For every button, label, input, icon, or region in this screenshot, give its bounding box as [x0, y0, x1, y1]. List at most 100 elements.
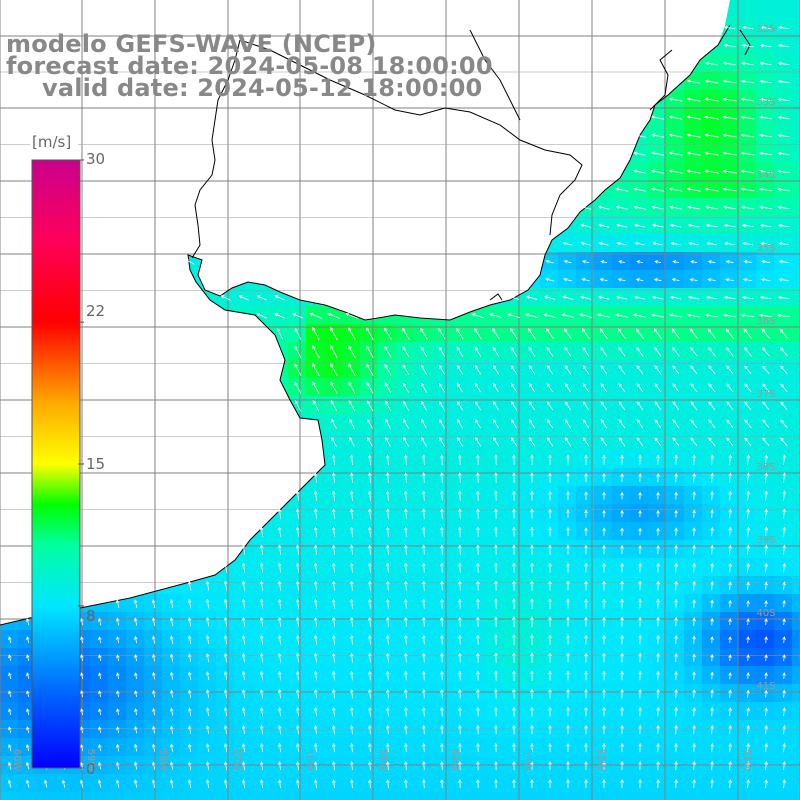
wind-arrow: [728, 654, 732, 662]
wind-arrow: [710, 742, 714, 753]
wind-arrow: [692, 779, 696, 789]
wind-arrow: [764, 472, 769, 483]
wind-arrow: [724, 241, 735, 246]
wind-arrow: [780, 347, 788, 357]
latitude-label: 39S: [756, 535, 775, 546]
wind-arrow: [98, 690, 102, 698]
wind-arrow: [350, 724, 354, 735]
wind-arrow: [778, 259, 789, 264]
wind-arrow: [98, 636, 102, 644]
wind-arrow: [710, 581, 714, 591]
wind-arrow: [674, 742, 678, 753]
wind-arrow: [420, 382, 427, 393]
wind-arrow: [723, 295, 736, 300]
wind-arrow: [330, 345, 338, 359]
wind-arrow: [741, 79, 755, 84]
wind-arrow: [602, 598, 606, 609]
wind-arrow: [494, 472, 498, 483]
wind-arrow: [651, 205, 664, 210]
wind-arrow: [764, 672, 768, 680]
wind-arrow: [530, 760, 534, 771]
wind-arrow: [710, 490, 714, 501]
wind-arrow: [782, 654, 786, 662]
wind-arrow: [241, 652, 246, 663]
wind-arrow: [476, 454, 480, 465]
wind-arrow: [598, 223, 610, 228]
wind-arrow: [510, 437, 518, 447]
wind-arrow: [674, 688, 678, 699]
wind-arrow: [133, 779, 138, 788]
wind-arrow: [584, 544, 588, 555]
wind-arrow: [620, 742, 624, 753]
wind-arrow: [223, 761, 228, 771]
wind-arrow: [404, 616, 408, 627]
wind-arrow: [439, 437, 445, 447]
wind-arrow: [744, 401, 752, 411]
wind-arrow: [26, 617, 30, 626]
wind-arrow: [548, 544, 552, 555]
wind-arrow: [277, 688, 282, 699]
wind-arrow: [530, 779, 534, 789]
wind-arrow: [548, 598, 552, 609]
wind-arrow: [674, 653, 678, 663]
wind-arrow: [728, 562, 732, 573]
wind-arrow: [421, 437, 427, 447]
wind-arrow: [584, 688, 588, 699]
wind-arrow: [384, 364, 392, 376]
longitude-label: 57W: [231, 749, 242, 772]
wind-arrow: [512, 508, 516, 519]
wind-arrow: [584, 724, 588, 735]
wind-arrow: [764, 544, 768, 555]
wind-arrow: [294, 400, 301, 412]
wind-arrow: [725, 328, 735, 340]
wind-arrow: [402, 327, 410, 340]
wind-arrow: [602, 544, 606, 555]
wind-arrow: [780, 383, 788, 393]
wind-arrow: [728, 742, 732, 753]
wind-arrow: [597, 205, 610, 210]
wind-arrow: [151, 635, 156, 644]
wind-arrow: [692, 635, 696, 644]
wind-arrow: [654, 419, 662, 429]
wind-arrow: [705, 295, 718, 300]
wind-arrow: [350, 652, 354, 663]
wind-arrow: [636, 437, 644, 447]
wind-arrow: [705, 313, 719, 318]
wind-arrow: [638, 454, 642, 465]
wind-arrow: [746, 600, 750, 608]
wind-arrow: [386, 580, 390, 591]
wind-arrow: [528, 419, 536, 429]
wind-arrow: [620, 634, 624, 645]
wind-arrow: [651, 187, 665, 192]
wind-arrow: [674, 491, 678, 500]
wind-arrow: [295, 743, 300, 753]
wind-arrow: [187, 779, 192, 789]
wind-arrow: [205, 616, 210, 627]
wind-arrow: [638, 742, 642, 753]
wind-arrow: [618, 365, 626, 375]
wind-arrow: [402, 400, 409, 411]
wind-arrow: [584, 527, 588, 536]
wind-arrow: [600, 365, 608, 375]
wind-arrow: [651, 151, 665, 156]
colorbar-tick-15: 15: [86, 455, 106, 473]
wind-arrow: [456, 419, 463, 429]
wind-arrow: [292, 313, 304, 319]
wind-arrow: [566, 742, 570, 753]
wind-arrow: [312, 381, 320, 394]
wind-arrow: [313, 562, 318, 573]
wind-arrow: [26, 744, 30, 752]
wind-arrow: [760, 241, 771, 246]
wind-arrow: [277, 706, 282, 717]
wind-arrow: [313, 634, 318, 645]
wind-arrow: [314, 779, 318, 789]
wind-arrow: [422, 742, 426, 753]
wind-arrow: [169, 761, 174, 770]
wind-arrow: [564, 437, 572, 447]
wind-arrow: [530, 688, 534, 699]
wind-arrow: [764, 618, 768, 626]
wind-arrow: [615, 187, 628, 192]
wind-arrow: [725, 260, 734, 264]
wind-arrow: [638, 510, 642, 518]
wind-arrow: [618, 383, 626, 393]
